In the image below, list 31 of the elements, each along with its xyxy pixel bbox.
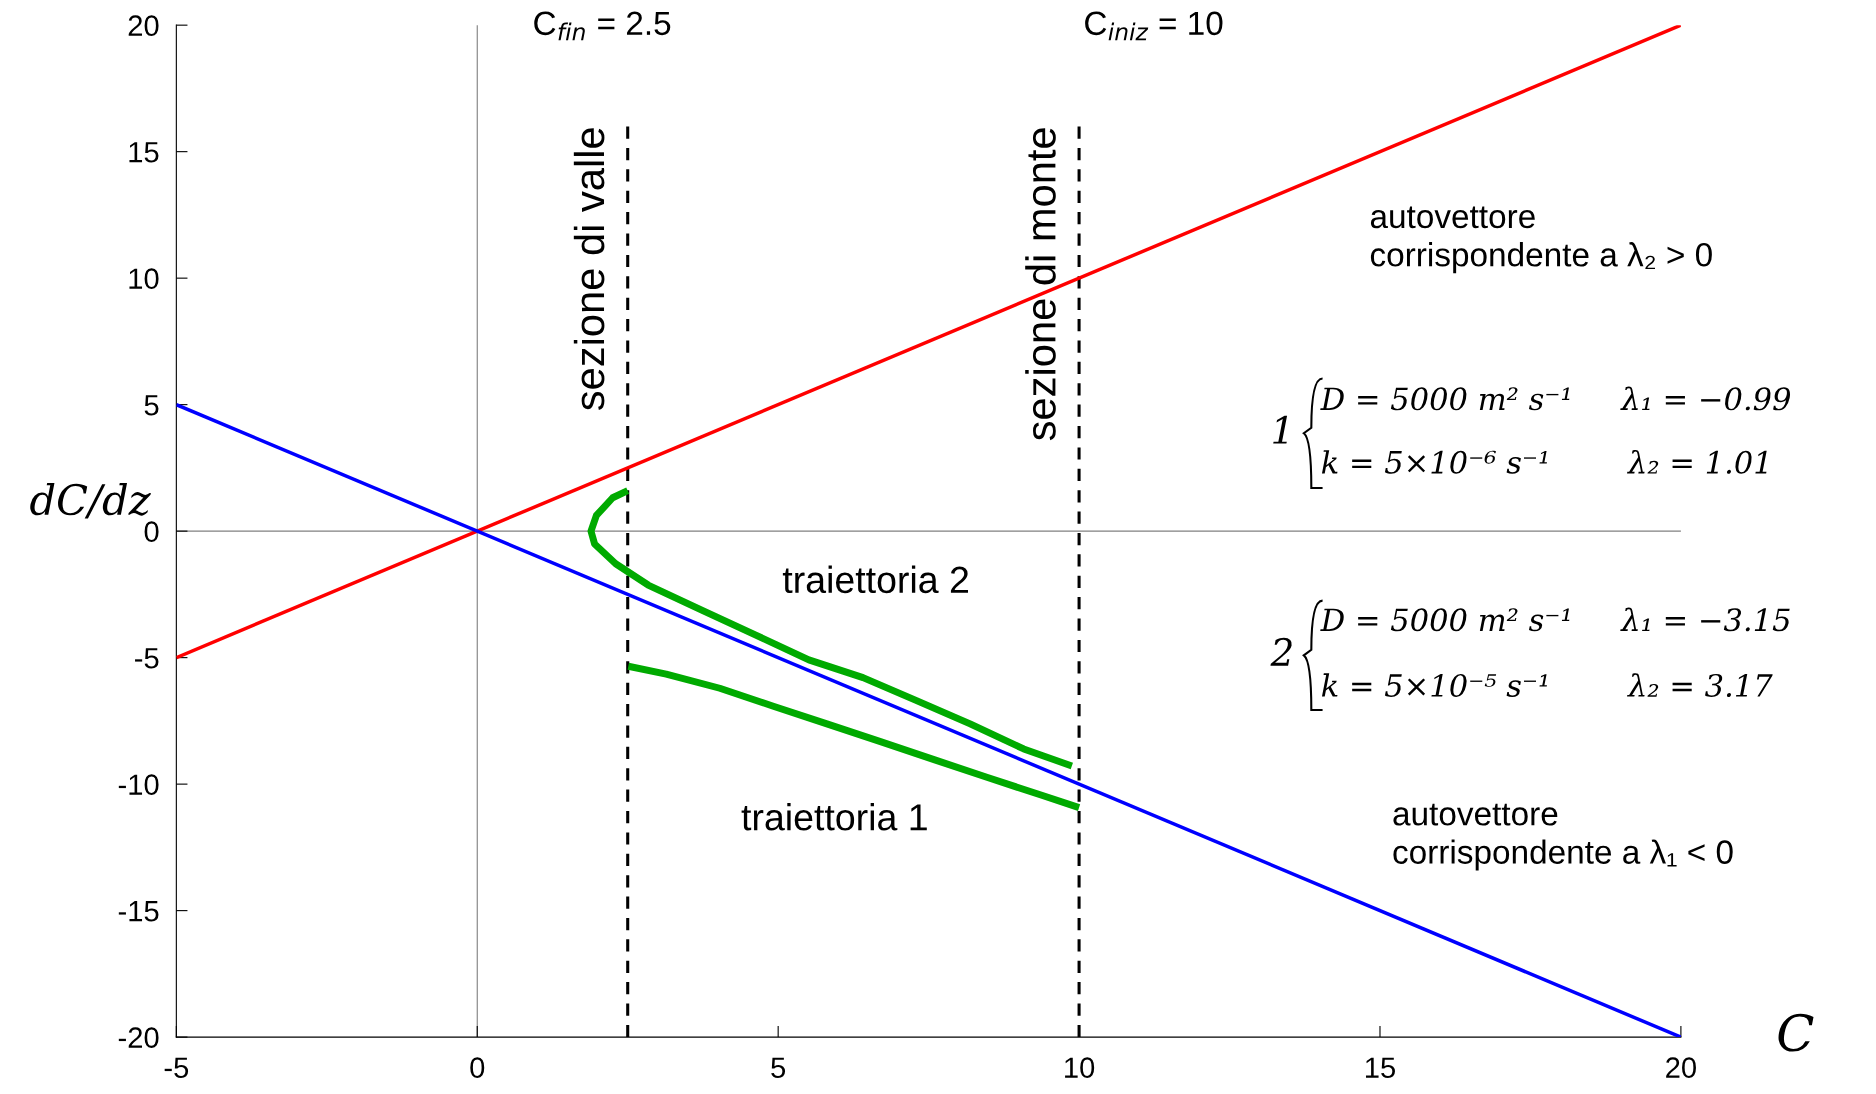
annotation: autovettore corrispondente a λ₂ > 0 (1370, 206, 1712, 274)
y-tick-label: 5 (144, 395, 159, 416)
annotation: C$_{iniz}$ = 10 (1085, 11, 1223, 41)
y-tick-label: 10 (129, 268, 159, 289)
x-tick-label: -5 (164, 1057, 189, 1078)
x-tick-label: 0 (470, 1057, 485, 1078)
x-axis-title: C (1778, 1013, 1814, 1052)
annotation: D = 5000 m² s⁻¹ λ₁ = −3.15 (1320, 607, 1790, 632)
x-tick-label: 10 (1065, 1057, 1095, 1078)
annotation: k = 5×10⁻⁶ s⁻¹ λ₂ = 1.01 (1321, 450, 1767, 474)
y-tick-label: -5 (135, 648, 159, 669)
y-axis-title: dC/dz (30, 483, 151, 519)
annotation: k = 5×10⁻⁵ s⁻¹ λ₂ = 3.17 (1321, 673, 1773, 697)
x-tick-label: 20 (1666, 1057, 1696, 1078)
annotation: 1 (1273, 415, 1288, 444)
y-tick-label: 15 (129, 142, 159, 163)
y-tick-label: 20 (128, 15, 159, 37)
ref-line-label: sezione di valle (573, 128, 605, 411)
y-tick-label: -20 (118, 1027, 159, 1048)
y-tick-label: -15 (118, 901, 159, 922)
annotation: D = 5000 m² s⁻¹ λ₁ = −0.99 (1320, 386, 1791, 411)
annotation: autovettore corrispondente a λ₁ < 0 (1393, 803, 1733, 871)
annotation: 2 (1270, 637, 1292, 666)
x-tick-label: 15 (1365, 1057, 1395, 1078)
ref-line-label: sezione di monte (1025, 128, 1056, 441)
x-tick-label: 5 (771, 1057, 786, 1078)
annotation: traiettoria 2 (782, 565, 969, 594)
y-tick-label: -10 (118, 774, 159, 795)
y-tick-label: 0 (144, 521, 159, 542)
annotation: C$_{fin}$ = 2.5 (534, 11, 671, 41)
annotation: traiettoria 1 (741, 803, 927, 831)
